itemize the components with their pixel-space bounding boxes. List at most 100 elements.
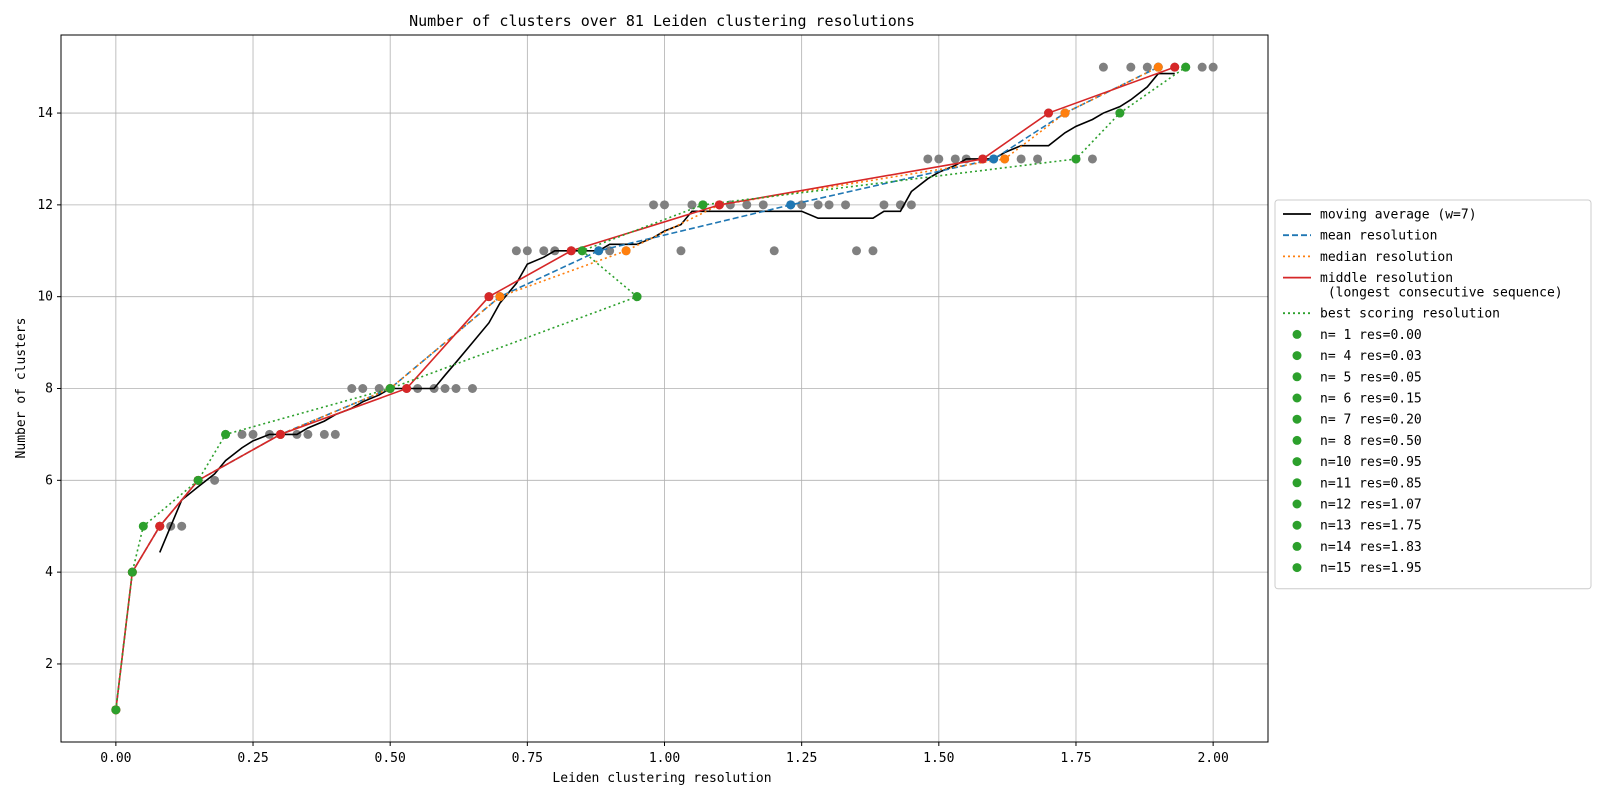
series-point-best xyxy=(1115,108,1125,118)
series-point-best xyxy=(1181,62,1191,72)
data-point xyxy=(1098,62,1108,72)
data-point xyxy=(347,384,357,393)
data-point xyxy=(303,429,313,439)
legend-label: n= 7 res=0.20 xyxy=(1320,413,1422,428)
legend-label: n= 5 res=0.05 xyxy=(1320,370,1422,385)
data-point xyxy=(852,246,862,256)
data-point xyxy=(923,154,933,164)
data-point xyxy=(177,521,187,531)
data-point xyxy=(1208,62,1218,72)
y-axis-label: Number of clusters xyxy=(14,318,29,459)
y-tick-label: 8 xyxy=(45,382,53,397)
series-point-middle xyxy=(978,154,988,164)
series-point-middle xyxy=(275,429,285,439)
y-tick-label: 12 xyxy=(37,198,53,213)
legend-label: mean resolution xyxy=(1320,229,1437,244)
data-point xyxy=(467,384,477,393)
series-point-middle xyxy=(714,200,724,210)
series-point-best xyxy=(632,292,642,302)
data-point xyxy=(605,246,615,256)
series-point-median xyxy=(1000,154,1010,164)
data-point xyxy=(813,200,823,210)
series-point-middle xyxy=(402,384,412,393)
y-tick-label: 14 xyxy=(37,106,53,121)
series-point-median xyxy=(495,292,505,302)
data-point xyxy=(330,429,340,439)
series-point-mean xyxy=(989,154,999,164)
series-point-middle xyxy=(484,292,494,302)
data-point xyxy=(676,246,686,256)
series-point-middle xyxy=(1170,62,1180,72)
series-point-best xyxy=(698,200,708,210)
series-point-best xyxy=(138,521,148,531)
legend-swatch-best-point xyxy=(1292,329,1302,339)
legend-label: n=14 res=1.83 xyxy=(1320,540,1422,555)
data-point xyxy=(539,246,549,256)
legend-label: n=15 res=1.95 xyxy=(1320,561,1422,576)
data-point xyxy=(248,429,258,439)
plot-marks xyxy=(111,62,1218,715)
series-point-median xyxy=(1060,108,1070,118)
data-point xyxy=(1142,62,1152,72)
x-tick-label: 0.25 xyxy=(237,751,268,766)
data-point xyxy=(1016,154,1026,164)
data-point xyxy=(511,246,521,256)
x-tick-label: 1.00 xyxy=(649,751,680,766)
data-point xyxy=(440,384,450,393)
legend: moving average (w=7) mean resolution media… xyxy=(1274,199,1592,590)
data-point xyxy=(522,246,532,256)
grid-lines xyxy=(61,35,1268,742)
series-point-best xyxy=(385,384,395,393)
series-point-median xyxy=(1153,62,1163,72)
legend-label: median resolution xyxy=(1320,250,1453,265)
data-point xyxy=(841,200,851,210)
data-point xyxy=(687,200,697,210)
data-point xyxy=(1033,154,1043,164)
data-point xyxy=(660,200,669,210)
data-point xyxy=(934,154,944,164)
data-point xyxy=(879,200,889,210)
data-point xyxy=(374,384,384,393)
legend-swatch-best-point xyxy=(1292,351,1302,361)
legend-swatch-best-point xyxy=(1292,414,1302,424)
series-point-best xyxy=(577,246,587,256)
x-tick-label: 0.50 xyxy=(375,751,406,766)
data-point xyxy=(237,429,247,439)
legend-label: best scoring resolution xyxy=(1320,307,1500,322)
legend-swatch-best-point xyxy=(1292,541,1302,551)
data-point xyxy=(824,200,834,210)
legend-label: n= 8 res=0.50 xyxy=(1320,434,1422,449)
legend-label: moving average (w=7) xyxy=(1320,208,1477,223)
series-point-mean xyxy=(594,246,604,256)
x-tick-label: 2.00 xyxy=(1197,751,1228,766)
data-point xyxy=(950,154,960,164)
series-point-best xyxy=(1071,154,1081,164)
legend-swatch-best-point xyxy=(1292,563,1302,573)
legend-label: n=11 res=0.85 xyxy=(1320,476,1422,491)
y-tick-label: 2 xyxy=(45,657,53,672)
legend-label: (longest consecutive sequence) xyxy=(1320,286,1563,301)
legend-label: n=13 res=1.75 xyxy=(1320,519,1422,534)
y-tick-label: 6 xyxy=(45,473,53,488)
legend-label: n= 1 res=0.00 xyxy=(1320,328,1422,343)
y-tick-label: 4 xyxy=(45,565,53,580)
data-point xyxy=(1087,154,1097,164)
data-point xyxy=(742,200,752,210)
data-point xyxy=(319,429,329,439)
legend-swatch-best-point xyxy=(1292,393,1302,403)
legend-box xyxy=(1274,199,1592,590)
series-point-best xyxy=(111,705,121,715)
series-point-mean xyxy=(786,200,796,210)
legend-swatch-best-point xyxy=(1292,478,1302,488)
data-point xyxy=(1126,62,1136,72)
data-point xyxy=(868,246,878,256)
series-line-middle xyxy=(115,66,1176,710)
data-point xyxy=(769,246,779,256)
x-tick-label: 0.00 xyxy=(100,751,131,766)
legend-swatch-best-point xyxy=(1292,499,1302,509)
legend-swatch-best-point xyxy=(1292,520,1302,530)
chart-title: Number of clusters over 81 Leiden cluste… xyxy=(409,12,915,30)
legend-label: middle resolution xyxy=(1320,271,1453,286)
x-tick-label: 1.25 xyxy=(786,751,817,766)
series-point-middle xyxy=(155,521,165,531)
